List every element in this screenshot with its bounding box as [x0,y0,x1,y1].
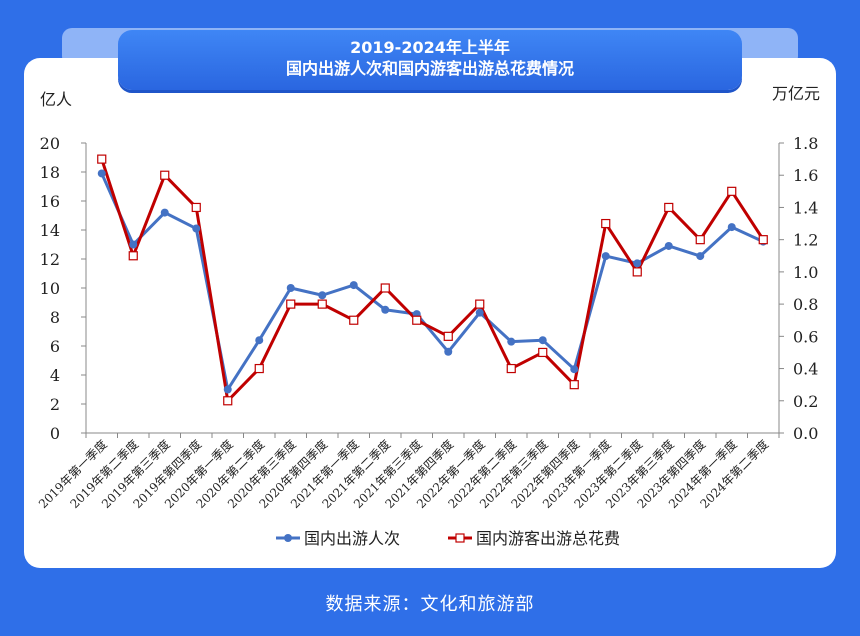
data-point-tourist-spending [97,154,107,164]
legend-label-tourist-trips: 国内出游人次 [304,529,400,548]
data-point-tourist-trips [160,208,169,217]
data-point-tourist-trips [349,281,358,290]
data-point-tourist-spending [286,299,296,309]
data-point-tourist-spending [128,251,138,261]
series-line-tourist-trips [100,172,764,391]
series-line-tourist-spending [100,158,765,403]
data-point-tourist-spending [632,267,642,277]
data-point-tourist-trips [97,169,106,178]
right-tick-label: 0.8 [793,295,818,314]
data-point-tourist-spending [317,299,327,309]
data-point-tourist-trips [538,336,547,345]
data-point-tourist-trips [727,223,736,232]
left-tick-label: 0 [50,424,60,443]
left-tick-label: 18 [40,163,60,182]
left-tick-label: 16 [40,192,60,211]
right-tick-label: 0.4 [793,360,818,379]
data-point-tourist-spending [223,396,233,406]
data-point-tourist-trips [286,284,295,292]
data-point-tourist-trips [664,241,673,250]
data-point-tourist-trips [475,308,484,317]
data-point-tourist-trips [318,291,327,300]
data-point-tourist-spending [443,331,453,341]
data-point-tourist-spending [727,186,737,196]
left-tick-label: 12 [40,250,60,269]
data-point-tourist-trips [696,252,705,261]
data-point-tourist-trips [633,259,642,268]
chart-title-line2: 国内出游人次和国内游客出游总花费情况 [285,59,574,78]
left-tick-label: 2 [50,395,60,414]
data-point-tourist-trips [507,337,516,346]
data-point-tourist-trips [192,224,201,233]
data-point-tourist-trips [444,347,453,356]
title-banner: 2019-2024年上半年 国内出游人次和国内游客出游总花费情况 [118,30,742,90]
left-axis-label: 亿人 [40,90,73,109]
data-point-tourist-spending [506,363,516,374]
data-point-tourist-spending [569,380,579,390]
data-point-tourist-spending [254,363,264,374]
legend-marker-tourist-trips [284,534,292,542]
right-tick-label: 0.0 [793,424,818,443]
right-axis-label: 万亿元 [772,84,821,103]
right-tick-label: 1.6 [793,166,818,185]
data-point-tourist-spending [191,202,201,213]
data-point-tourist-spending [695,235,705,245]
data-point-tourist-trips [381,305,390,314]
data-point-tourist-trips [255,336,264,345]
right-tick-label: 1.0 [793,263,818,282]
source-note: 数据来源：文化和旅游部 [325,594,535,615]
data-point-tourist-spending [349,315,359,325]
data-point-tourist-spending [475,299,485,309]
data-point-tourist-trips [601,252,610,261]
left-tick-label: 20 [40,134,60,153]
left-tick-label: 10 [40,279,60,298]
chart-card [24,58,836,568]
data-point-tourist-spending [664,202,674,213]
data-point-tourist-trips [570,365,579,374]
data-point-tourist-trips [129,240,138,249]
legend-marker-tourist-spending [455,533,465,543]
data-point-tourist-spending [412,315,422,325]
chart-title-line1: 2019-2024年上半年 [350,38,510,57]
data-point-tourist-spending [758,235,768,245]
data-point-tourist-spending [538,347,548,358]
data-point-tourist-trips [223,385,232,394]
right-tick-label: 1.4 [793,198,818,217]
left-tick-label: 14 [40,221,60,240]
left-tick-label: 4 [50,366,60,385]
right-tick-label: 0.6 [793,327,818,346]
left-tick-label: 8 [50,308,60,327]
data-point-tourist-spending [380,283,390,293]
right-tick-label: 1.8 [793,134,818,153]
right-tick-label: 0.2 [793,392,818,411]
legend-label-tourist-spending: 国内游客出游总花费 [476,529,620,548]
left-tick-label: 6 [50,337,60,356]
data-point-tourist-spending [601,218,611,229]
data-point-tourist-spending [160,170,170,180]
right-tick-label: 1.2 [793,231,818,250]
